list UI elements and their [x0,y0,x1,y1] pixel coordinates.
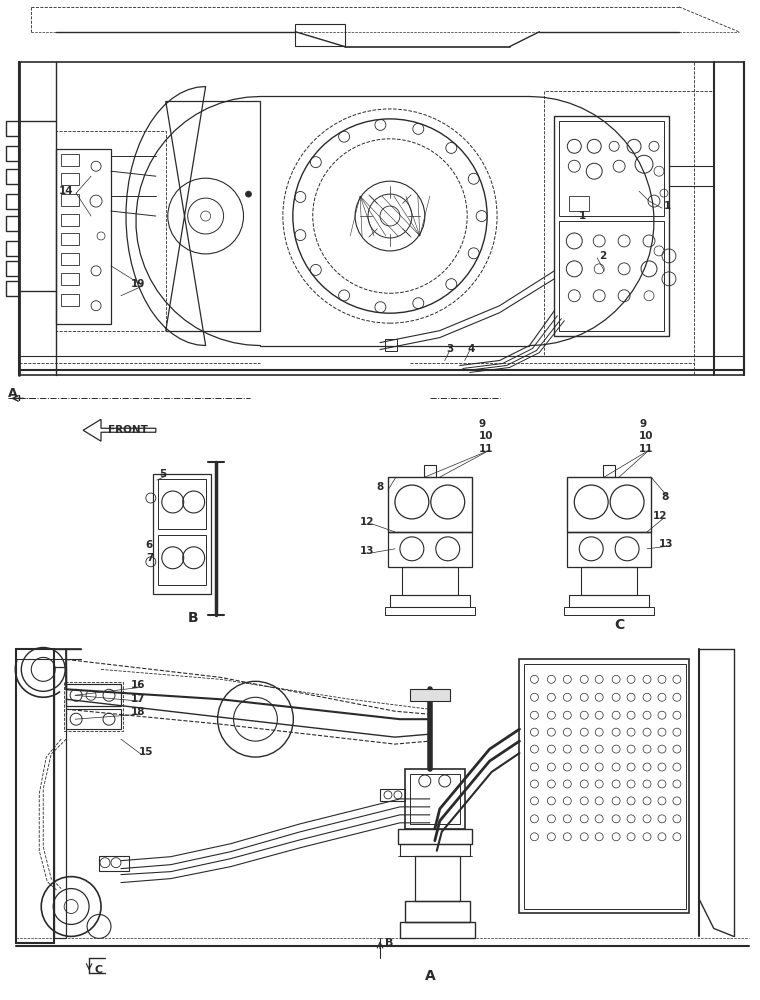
Bar [388,532,472,567]
Bar [565,607,654,615]
Bar [153,474,211,594]
Bar [380,789,405,801]
Bar [559,121,664,216]
Bar [61,273,79,285]
Text: 9: 9 [479,419,486,429]
Text: 4: 4 [467,344,475,354]
Bar [567,532,651,567]
Bar [66,709,121,729]
Text: 3: 3 [447,344,454,354]
Text: 2: 2 [599,251,606,261]
Bar [158,479,206,529]
Text: A: A [424,969,435,983]
Text: 7: 7 [146,553,154,563]
Bar [296,24,345,46]
Text: 11: 11 [479,444,493,454]
Bar [603,465,615,477]
Text: 8: 8 [376,482,383,492]
Bar [54,667,66,938]
Text: 8: 8 [661,492,668,502]
Bar [520,659,689,913]
Text: C: C [94,965,102,975]
Bar [61,233,79,245]
Bar [424,465,435,477]
Text: 10: 10 [479,431,493,441]
Text: 12: 12 [653,511,667,521]
Text: B: B [385,938,394,948]
Bar [569,595,649,607]
Bar [400,922,475,938]
Bar [400,844,470,856]
Bar [99,856,129,871]
Text: 10: 10 [639,431,654,441]
Bar [398,829,472,844]
Text: 1: 1 [664,201,671,211]
Text: 9: 9 [639,419,646,429]
Bar [56,149,111,324]
Bar [66,684,121,706]
Text: C: C [614,618,624,632]
Bar [388,477,472,532]
Bar [405,769,464,829]
Text: 14: 14 [59,186,74,196]
Bar [567,477,651,532]
Text: 17: 17 [131,694,145,704]
Text: 13: 13 [659,539,673,549]
Text: A: A [8,387,18,400]
Bar [61,214,79,226]
Bar [402,567,458,595]
Bar [61,154,79,166]
Text: 6: 6 [146,540,153,550]
Bar [415,856,460,901]
Bar [410,689,450,701]
Bar [61,173,79,185]
Bar [385,339,397,351]
Bar [61,194,79,206]
Bar [559,221,664,331]
Text: B: B [188,611,198,625]
Bar [569,196,589,211]
Text: 11: 11 [639,444,654,454]
Bar [61,294,79,306]
Bar [410,774,460,824]
Text: FRONT: FRONT [108,425,148,435]
Bar [390,595,470,607]
Text: 15: 15 [139,747,154,757]
Text: 13: 13 [360,546,375,556]
Text: 5: 5 [159,469,166,479]
Bar [158,535,206,585]
Bar [16,649,54,943]
Bar [554,116,669,336]
Bar [405,901,470,922]
Bar [524,664,686,909]
Text: 1: 1 [579,211,587,221]
Text: 12: 12 [360,517,375,527]
Bar [385,607,475,615]
Bar [61,253,79,265]
Text: 19: 19 [131,279,145,289]
Circle shape [245,191,252,197]
Bar [581,567,637,595]
Text: 16: 16 [131,680,145,690]
Text: 18: 18 [131,707,145,717]
